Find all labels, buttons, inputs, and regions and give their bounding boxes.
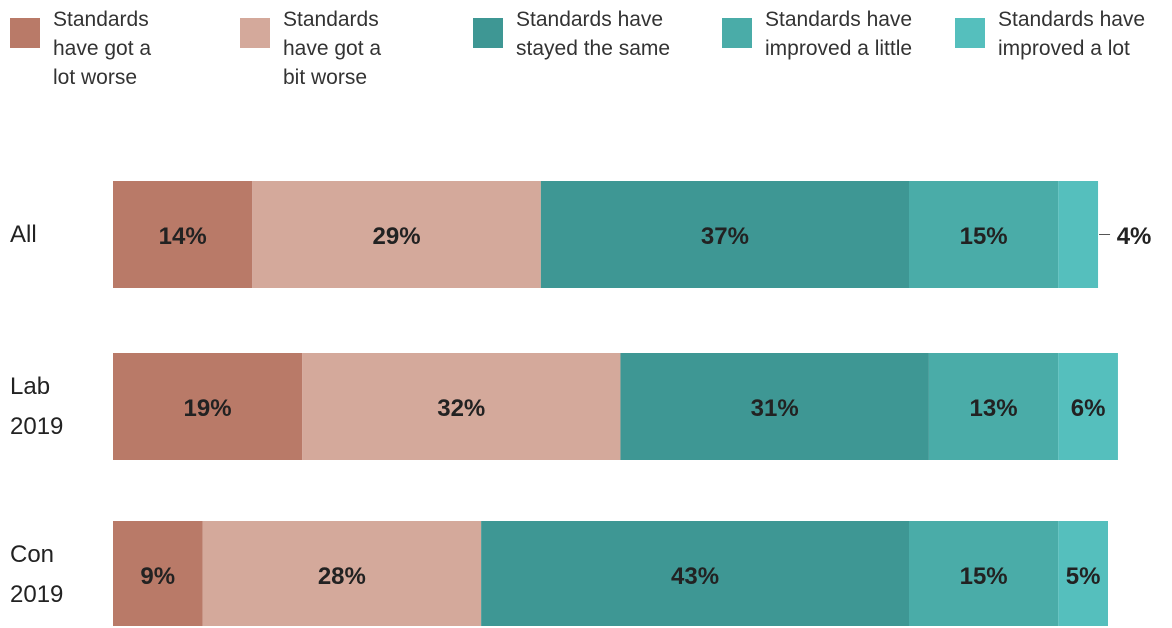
legend-swatch (473, 18, 503, 48)
legend-swatch (722, 18, 752, 48)
legend-swatch (240, 18, 270, 48)
value-label: 4% (1116, 222, 1152, 250)
value-label: 15% (959, 562, 1008, 590)
legend-label: Standards have improved a little (765, 8, 913, 60)
value-label: 19% (183, 394, 232, 422)
bar-segment (252, 181, 541, 288)
legend-label: Standards have got a bit worse (283, 8, 382, 89)
value-label: 6% (1070, 394, 1106, 422)
bar-segment (113, 521, 203, 626)
legend-label: Standards have got a lot worse (53, 8, 152, 89)
bar-segment (1058, 181, 1099, 288)
bar-segment (113, 353, 303, 460)
value-label: 28% (317, 562, 366, 590)
category-label: All (10, 220, 37, 248)
bar-segment (202, 521, 482, 626)
bar-segment (302, 353, 621, 460)
bar-segment (928, 353, 1059, 460)
value-label: 9% (140, 562, 176, 590)
bar-segment (909, 521, 1059, 626)
bar-segment (620, 353, 929, 460)
bar-segment (113, 181, 253, 288)
bar-segment (1058, 521, 1108, 626)
bar-segment (481, 521, 909, 626)
value-label: 5% (1065, 562, 1101, 590)
value-label: 43% (671, 562, 720, 590)
category-label: Lab 2019 (10, 372, 64, 440)
bar-segment (540, 181, 909, 288)
legend-label: Standards have stayed the same (516, 8, 671, 60)
value-label: 29% (372, 222, 421, 250)
legend-swatch (10, 18, 40, 48)
value-label: 14% (158, 222, 207, 250)
value-label: 37% (700, 222, 749, 250)
legend-label: Standards have improved a lot (998, 8, 1146, 60)
bar-segment (1058, 353, 1118, 460)
value-label: 32% (437, 394, 486, 422)
value-label: 13% (969, 394, 1018, 422)
legend-swatch (955, 18, 985, 48)
value-label: 15% (959, 222, 1008, 250)
value-label: 31% (750, 394, 799, 422)
bar-segment (909, 181, 1059, 288)
category-label: Con 2019 (10, 540, 64, 608)
